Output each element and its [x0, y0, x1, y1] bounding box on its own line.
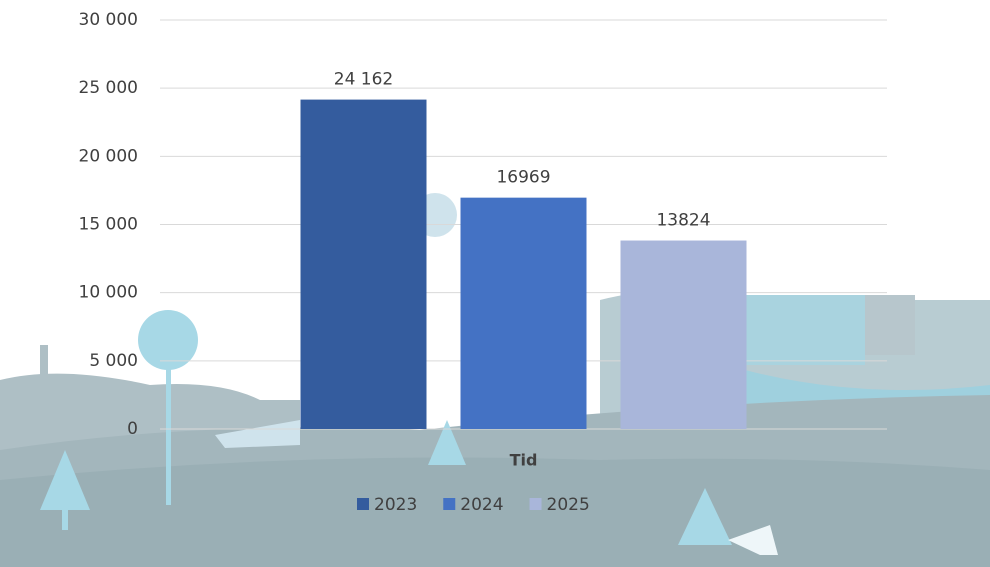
background-scene — [0, 193, 990, 567]
x-axis-title: Tid — [510, 451, 538, 470]
y-tick-label: 25 000 — [79, 78, 138, 98]
bar — [620, 240, 747, 429]
legend-label: 2025 — [547, 495, 590, 515]
legend-label: 2024 — [460, 495, 503, 515]
y-tick-label: 0 — [127, 419, 138, 439]
bar — [460, 197, 587, 429]
legend-swatch — [529, 498, 542, 510]
legend-swatch — [443, 498, 456, 510]
data-label: 24 162 — [334, 70, 393, 90]
y-tick-label: 30 000 — [79, 10, 138, 30]
legend-swatch — [357, 498, 369, 510]
y-tick-label: 5 000 — [89, 351, 138, 371]
legend-label: 2023 — [374, 495, 417, 515]
y-tick-label: 10 000 — [79, 283, 138, 303]
y-tick-label: 15 000 — [79, 215, 138, 235]
data-label: 16969 — [496, 168, 550, 188]
bar — [300, 99, 427, 429]
data-label: 13824 — [656, 211, 710, 231]
y-tick-label: 20 000 — [79, 146, 138, 166]
